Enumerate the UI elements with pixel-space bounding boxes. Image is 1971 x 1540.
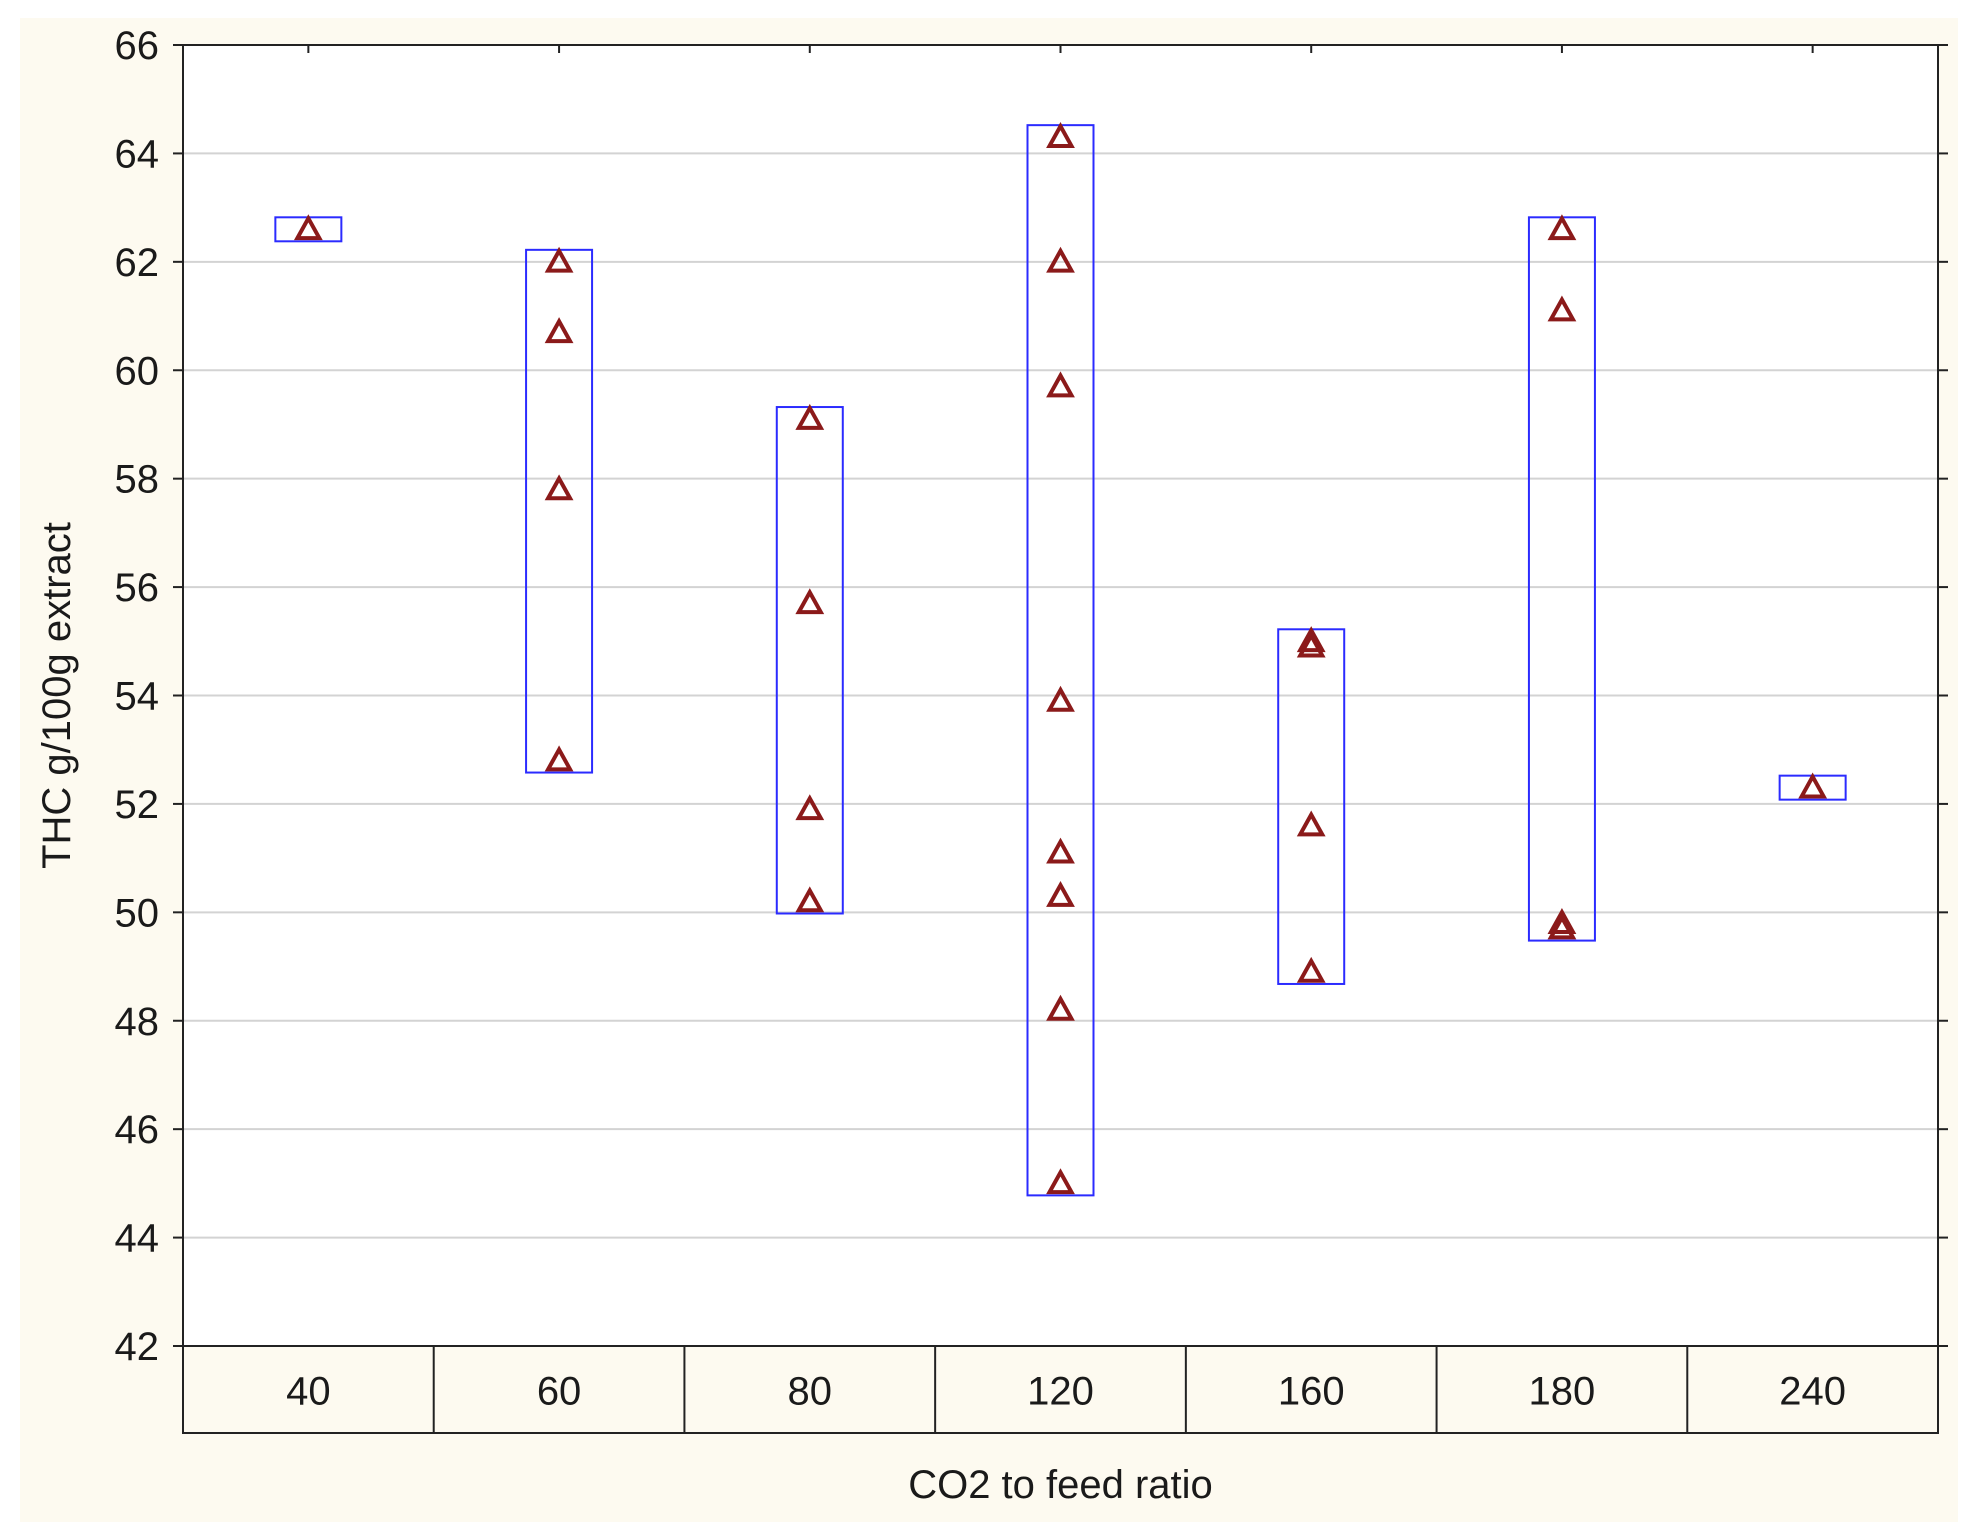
data-point — [795, 403, 825, 430]
y-tick-label: 48 — [115, 1000, 160, 1044]
y-tick-label: 44 — [115, 1217, 160, 1261]
y-tick-label: 56 — [115, 566, 160, 610]
x-tick-label: 60 — [537, 1370, 582, 1414]
data-point — [795, 588, 825, 615]
x-tick-label: 120 — [1027, 1370, 1094, 1414]
data-point — [544, 474, 574, 501]
data-point — [1046, 1168, 1075, 1195]
data-point — [1296, 626, 1326, 653]
data-point — [1547, 295, 1577, 322]
x-category-band — [182, 1345, 1939, 1434]
data-point — [1547, 214, 1577, 241]
x-tick-label: 40 — [286, 1370, 331, 1414]
data-point — [1046, 122, 1075, 148]
x-tick-label: 160 — [1278, 1370, 1345, 1414]
x-axis-category-table: 40 60 80 120 160 180 240 — [182, 1345, 1939, 1434]
y-tick-label: 42 — [115, 1325, 160, 1369]
x-tick-label: 240 — [1779, 1370, 1846, 1414]
data-point — [1046, 880, 1075, 907]
plot-area — [183, 45, 1938, 1433]
data-point — [544, 745, 574, 772]
data-point — [795, 886, 825, 913]
data-points — [293, 122, 1828, 1195]
y-tick-label: 58 — [115, 458, 160, 502]
data-point — [1296, 631, 1326, 658]
data-point — [1046, 246, 1075, 273]
y-tick-label: 54 — [115, 675, 160, 719]
y-tick-label: 60 — [115, 349, 160, 393]
x-axis-label: CO2 to feed ratio — [908, 1463, 1213, 1507]
plot-frame — [182, 44, 1939, 1347]
y-tick-label: 46 — [115, 1108, 160, 1152]
data-point — [1547, 913, 1577, 940]
x-tick-label: 80 — [788, 1370, 833, 1414]
x-tick-label: 180 — [1529, 1370, 1596, 1414]
data-point — [1046, 994, 1075, 1021]
y-axis-ticks: 42 44 46 48 50 52 54 56 58 60 62 64 66 — [115, 24, 1948, 1369]
y-tick-label: 50 — [115, 891, 160, 935]
chart-svg: 42 44 46 48 50 52 54 56 58 60 62 64 66 40 60 80 120 160 1… — [20, 18, 1958, 1522]
y-tick-label: 62 — [115, 241, 160, 285]
data-point — [1046, 685, 1075, 712]
y-tick-label: 64 — [115, 132, 160, 176]
data-point — [1046, 837, 1075, 864]
chart-figure: 42 44 46 48 50 52 54 56 58 60 62 64 66 40 60 80 120 160 1… — [20, 18, 1958, 1522]
data-point — [1798, 772, 1828, 799]
y-tick-label: 66 — [115, 24, 160, 68]
data-point — [1547, 908, 1577, 934]
range-boxes — [274, 124, 1847, 1197]
data-point — [293, 214, 323, 241]
data-point — [1296, 956, 1326, 983]
data-point — [1046, 371, 1075, 398]
gridlines — [183, 152, 1938, 1239]
data-point — [544, 317, 574, 344]
y-tick-label: 52 — [115, 783, 160, 827]
data-point — [544, 246, 574, 273]
y-axis-label: THC g/100g extract — [35, 522, 79, 869]
data-point — [795, 794, 825, 821]
data-point — [1296, 810, 1326, 837]
